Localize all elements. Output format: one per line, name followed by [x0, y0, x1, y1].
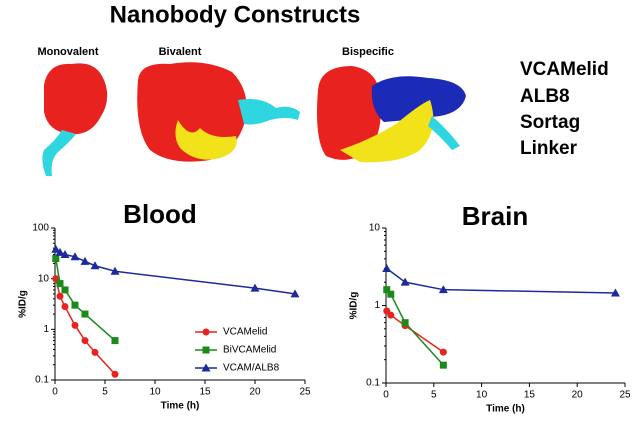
marker	[383, 286, 391, 294]
marker	[202, 328, 210, 336]
x-tick-label: 20	[249, 387, 261, 398]
marker	[250, 283, 260, 292]
marker	[111, 337, 119, 345]
marker	[55, 247, 65, 256]
marker	[51, 244, 61, 253]
domain-label: VCAMelid	[520, 59, 609, 80]
x-tick-label: 25	[619, 390, 631, 401]
marker	[81, 337, 89, 345]
bispecific-structure	[317, 66, 466, 163]
construct-label: Bispecific	[342, 46, 394, 58]
x-tick-label: 0	[383, 390, 389, 401]
marker	[202, 346, 210, 354]
marker	[52, 255, 60, 263]
marker	[56, 292, 64, 300]
x-tick-label: 5	[431, 390, 437, 401]
x-tick-label: 10	[476, 390, 488, 401]
marker	[61, 286, 69, 294]
y-tick-label: 100	[32, 223, 49, 234]
y-tick-label: 10	[38, 273, 50, 284]
marker	[110, 266, 120, 275]
x-tick-label: 15	[524, 390, 536, 401]
marker	[400, 277, 410, 286]
series-line	[386, 310, 444, 353]
marker	[610, 288, 620, 297]
y-tick-label: 1	[43, 324, 49, 335]
marker	[439, 348, 447, 356]
marker	[71, 301, 79, 309]
legend-label: BiVCAMelid	[223, 345, 276, 356]
y-axis-label: %ID/g	[18, 290, 29, 318]
y-tick-label: 0.1	[35, 375, 49, 386]
marker	[60, 249, 70, 258]
y-tick-label: 1	[374, 300, 380, 311]
marker	[71, 321, 79, 329]
x-tick-label: 20	[572, 390, 584, 401]
chart-title: Brain	[462, 201, 528, 231]
marker	[90, 261, 100, 270]
marker	[438, 285, 448, 294]
series-line	[55, 248, 296, 295]
legend-label: VCAM/ALB8	[223, 363, 280, 374]
marker	[387, 311, 395, 319]
series-line	[55, 258, 116, 342]
construct-label: Bivalent	[159, 46, 202, 58]
legend-label: VCAMelid	[223, 327, 267, 338]
marker	[111, 370, 119, 378]
x-axis-label: Time (h)	[486, 404, 525, 415]
monovalent-structure	[42, 63, 108, 176]
figure-title: Nanobody Constructs	[110, 1, 361, 28]
domain-label: ALB8	[520, 86, 570, 107]
series-line	[386, 289, 444, 366]
marker	[80, 256, 90, 265]
marker	[91, 348, 99, 356]
bivalent-structure	[137, 62, 300, 162]
x-tick-label: 15	[199, 387, 211, 398]
domain-label: Sortag	[520, 112, 580, 133]
domain-label: Linker	[520, 138, 578, 159]
y-axis-label: %ID/g	[349, 292, 360, 320]
y-tick-label: 0.1	[366, 378, 380, 389]
marker	[81, 310, 89, 318]
marker	[61, 303, 69, 311]
y-tick-label: 10	[369, 223, 381, 234]
chart-title: Blood	[123, 199, 197, 229]
marker	[70, 252, 80, 261]
marker	[290, 289, 300, 298]
marker	[439, 361, 447, 369]
marker	[387, 290, 395, 298]
x-tick-label: 25	[299, 387, 311, 398]
marker	[56, 280, 64, 288]
x-tick-label: 5	[102, 387, 108, 398]
marker	[382, 264, 392, 273]
x-tick-label: 10	[149, 387, 161, 398]
series-line	[386, 267, 616, 294]
x-tick-label: 0	[52, 387, 58, 398]
construct-label: Monovalent	[37, 46, 98, 58]
marker	[201, 363, 211, 372]
marker	[401, 319, 409, 327]
x-axis-label: Time (h)	[161, 401, 200, 412]
